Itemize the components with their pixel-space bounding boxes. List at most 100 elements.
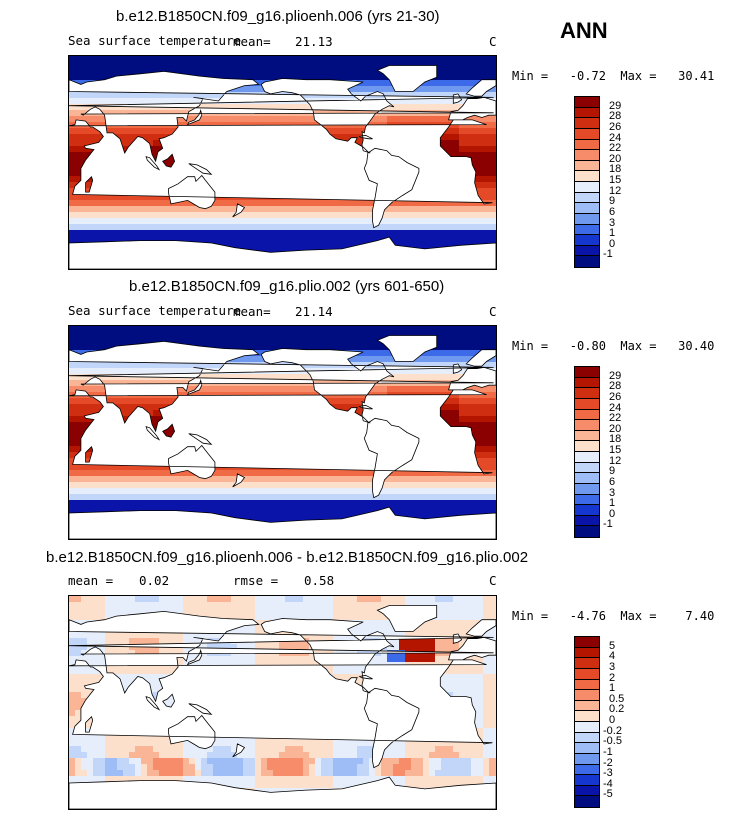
colorbar-swatch — [575, 658, 599, 669]
colorbar-tick-label: 0 — [609, 714, 616, 726]
colorbar-swatch — [575, 452, 599, 463]
colorbar-swatch — [575, 388, 599, 399]
panel-3-colorbar-labels: 5 4 3 2 1 0.5 0.2 0 -0.2 -0.5 -1 -2 -3 -4 -5 — [603, 636, 646, 806]
colorbar-tick-label: -1 — [603, 745, 613, 758]
colorbar-tick-label: 6 — [609, 205, 616, 218]
panel-3-rmse-label: rmse = — [233, 573, 279, 588]
panel-1-minmax: Min = -0.72 Max = 30.41 — [512, 69, 715, 83]
panel-2-mean-label: mean= — [233, 304, 271, 319]
colorbar-tick-label: 22 — [609, 142, 622, 155]
colorbar-tick-label: 3 — [609, 660, 616, 673]
colorbar-swatch — [575, 256, 599, 267]
panel-2-title: b.e12.B1850CN.f09_g16.plio.002 (yrs 601-… — [129, 278, 445, 295]
colorbar-swatch — [575, 420, 599, 431]
colorbar-tick-label: 3 — [609, 486, 616, 499]
colorbar-tick-label: -3 — [603, 767, 613, 780]
colorbar-swatch — [575, 764, 599, 776]
colorbar-swatch — [575, 711, 599, 722]
season-label: ANN — [560, 18, 608, 43]
panel-1-mean-label: mean= — [233, 34, 271, 49]
colorbar-swatch — [575, 679, 599, 691]
colorbar-swatch — [575, 668, 599, 680]
colorbar-tick-label: 26 — [609, 390, 622, 403]
colorbar-tick-label: -1 — [603, 518, 613, 531]
colorbar-swatch — [575, 775, 599, 786]
panel-2-colorbar — [574, 366, 600, 538]
colorbar-swatch — [575, 160, 599, 172]
colorbar-swatch — [575, 526, 599, 537]
colorbar-tick-label: -1 — [603, 248, 613, 261]
colorbar-swatch — [575, 213, 599, 225]
colorbar-swatch — [575, 398, 599, 410]
colorbar-tick-label: 0.2 — [609, 703, 625, 716]
colorbar-swatch — [575, 494, 599, 506]
colorbar-tick-label: 29 — [609, 369, 622, 382]
colorbar-tick-label: 6 — [609, 475, 616, 488]
colorbar-swatch — [575, 690, 599, 701]
colorbar-tick-label: -0.5 — [603, 735, 622, 748]
colorbar-tick-label: 20 — [609, 152, 622, 165]
colorbar-swatch — [575, 245, 599, 257]
colorbar-tick-label: 0 — [609, 237, 616, 250]
map-svg — [69, 596, 496, 809]
panel-3-map — [68, 595, 497, 810]
panel-3-colorbar — [574, 636, 600, 808]
colorbar-tick-label: 12 — [609, 454, 622, 467]
colorbar-swatch — [575, 637, 599, 648]
colorbar-swatch — [575, 107, 599, 119]
panel-3-title: b.e12.B1850CN.f09_g16.plioenh.006 - b.e1… — [46, 549, 529, 566]
colorbar-swatch — [575, 430, 599, 442]
panel-3-minmax: Min = -4.76 Max = 7.40 — [512, 609, 715, 623]
map-svg — [69, 326, 496, 539]
panel-3-mean-label: mean = — [68, 573, 114, 588]
colorbar-swatch — [575, 473, 599, 484]
colorbar-tick-label: 18 — [609, 163, 622, 176]
colorbar-tick-label: 29 — [609, 99, 622, 112]
panel-1-map — [68, 55, 497, 270]
colorbar-swatch — [575, 743, 599, 754]
colorbar-swatch — [575, 97, 599, 108]
colorbar-swatch — [575, 235, 599, 246]
colorbar-tick-label: 24 — [609, 131, 622, 144]
colorbar-tick-label: 24 — [609, 401, 622, 414]
colorbar-tick-label: 15 — [609, 444, 622, 456]
colorbar-tick-label: 0.5 — [609, 692, 625, 705]
colorbar-tick-label: -2 — [603, 756, 613, 769]
panel-3-rmse-value: 0.58 — [304, 573, 335, 588]
colorbar-tick-label: 22 — [609, 412, 622, 425]
colorbar-tick-label: 15 — [609, 174, 622, 186]
panel-2-unit: C — [489, 304, 497, 319]
colorbar-swatch — [575, 483, 599, 495]
colorbar-tick-label: 1 — [609, 227, 616, 240]
colorbar-tick-label: 1 — [609, 682, 616, 695]
colorbar-swatch — [575, 118, 599, 129]
colorbar-swatch — [575, 409, 599, 421]
colorbar-tick-label: 18 — [609, 433, 622, 446]
panel-1-colorbar-labels: 29 28 26 24 22 20 18 15 12 9 6 3 1 0 -1 — [603, 96, 646, 266]
continent-outlines — [69, 335, 496, 539]
colorbar-tick-label: 20 — [609, 422, 622, 435]
panel-2-map — [68, 325, 497, 540]
colorbar-swatch — [575, 171, 599, 182]
panel-2-mean-value: 21.14 — [295, 304, 333, 319]
colorbar-tick-label: -0.2 — [603, 724, 622, 737]
continent-outlines — [69, 605, 496, 809]
panel-1-mean-value: 21.13 — [295, 34, 333, 49]
colorbar-swatch — [575, 182, 599, 193]
colorbar-tick-label: 28 — [609, 110, 622, 123]
colorbar-tick-label: 2 — [609, 671, 616, 684]
colorbar-tick-label: -4 — [603, 777, 613, 790]
panel-1-variable: Sea surface temperature — [68, 33, 242, 48]
colorbar-tick-label: 1 — [609, 497, 616, 510]
colorbar-swatch — [575, 462, 599, 474]
colorbar-swatch — [575, 700, 599, 712]
colorbar-tick-label: 0 — [609, 507, 616, 520]
colorbar-swatch — [575, 796, 599, 807]
colorbar-swatch — [575, 203, 599, 214]
colorbar-tick-label: 12 — [609, 184, 622, 197]
colorbar-swatch — [575, 139, 599, 151]
colorbar-swatch — [575, 367, 599, 378]
colorbar-swatch — [575, 732, 599, 744]
colorbar-tick-label: 9 — [609, 195, 616, 208]
colorbar-tick-label: 5 — [609, 639, 616, 652]
